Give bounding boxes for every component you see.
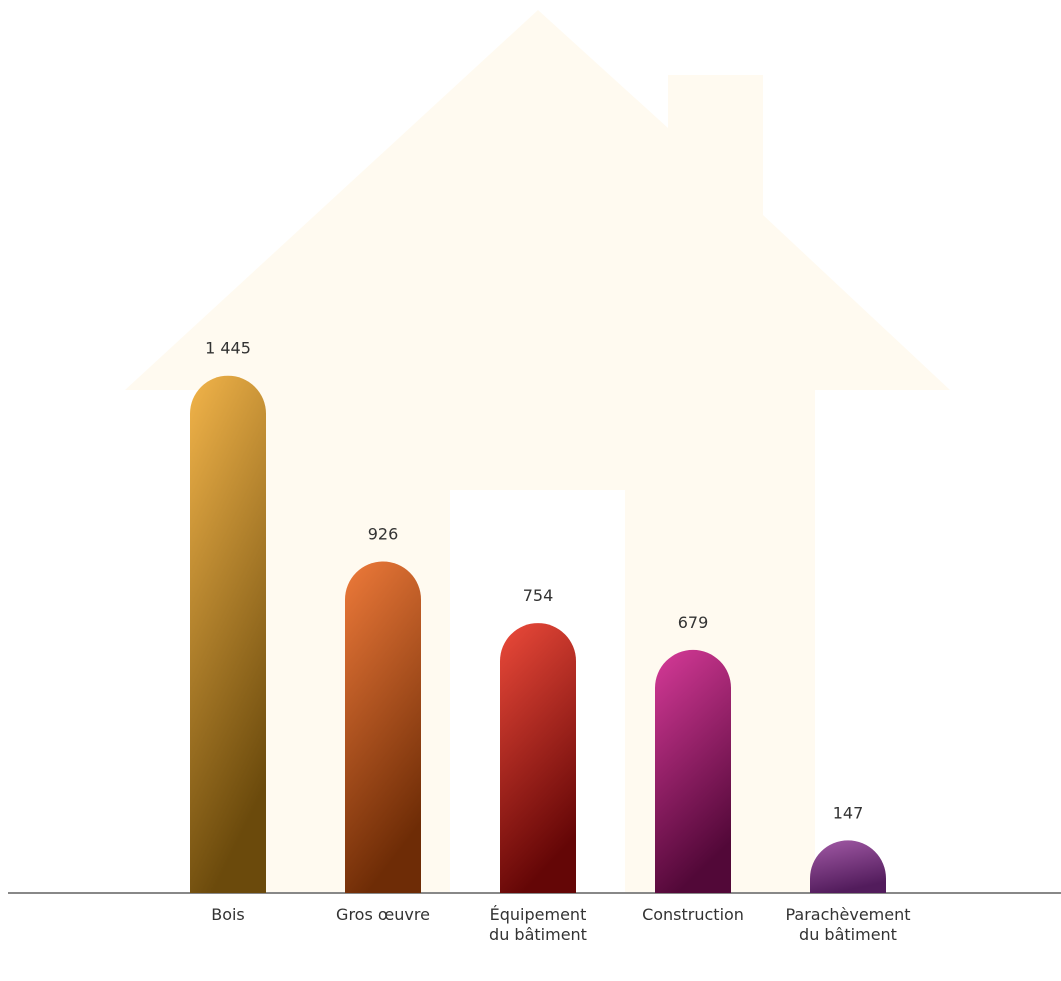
x-tick-label: Équipement du bâtiment (489, 905, 587, 944)
house-background (125, 10, 950, 893)
bar (190, 375, 266, 893)
x-tick-label: Bois (211, 905, 245, 924)
value-label: 926 (368, 524, 399, 543)
value-label: 1 445 (205, 339, 251, 358)
x-tick-label: Gros œuvre (336, 905, 430, 924)
bar (500, 623, 576, 893)
x-tick-label: Construction (642, 905, 744, 924)
x-tick-label: Parachèvement du bâtiment (785, 905, 911, 944)
value-label: 754 (523, 586, 554, 605)
bar (810, 840, 886, 893)
bar (345, 561, 421, 893)
value-label: 679 (678, 613, 709, 632)
bar (655, 649, 731, 893)
value-label: 147 (833, 803, 864, 822)
